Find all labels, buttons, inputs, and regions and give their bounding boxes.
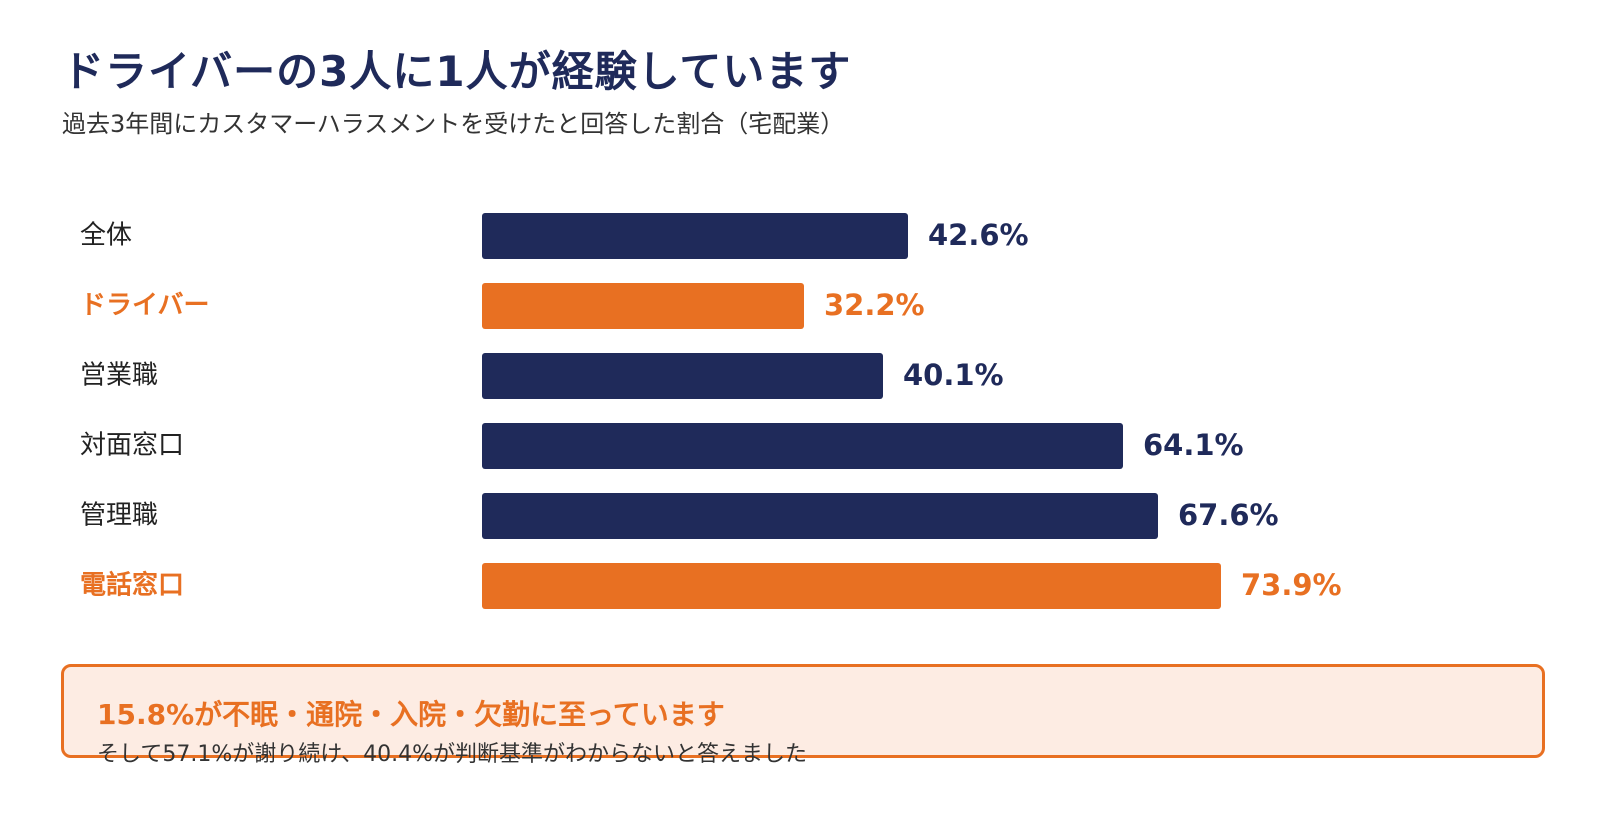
callout-headline: 15.8%が不眠・通院・入院・欠勤に至っています xyxy=(97,698,725,731)
page-subtitle: 過去3年間にカスタマーハラスメントを受けたと回答した割合（宅配業） xyxy=(62,110,845,138)
value-label: 64.1% xyxy=(1143,428,1244,462)
callout-body: そして57.1%が謝り続け、40.4%が判断基準がわからないと答えました xyxy=(97,742,808,767)
value-label: 42.6% xyxy=(928,218,1029,252)
value-label: 40.1% xyxy=(903,358,1004,392)
category-label: 全体 xyxy=(80,221,132,251)
category-label: 営業職 xyxy=(80,361,158,391)
page-title: ドライバーの3人に1人が経験しています xyxy=(62,47,852,96)
bar xyxy=(482,283,804,329)
bar xyxy=(482,423,1123,469)
value-label: 73.9% xyxy=(1241,568,1342,602)
category-label: ドライバー xyxy=(80,291,209,321)
value-label: 32.2% xyxy=(824,288,925,322)
category-label: 対面窓口 xyxy=(80,431,184,461)
category-label: 管理職 xyxy=(80,501,158,531)
callout-box: 15.8%が不眠・通院・入院・欠勤に至っています そして57.1%が謝り続け、4… xyxy=(61,664,1545,767)
bar xyxy=(482,353,883,399)
bar xyxy=(482,213,908,259)
bar xyxy=(482,563,1221,609)
category-label: 電話窓口 xyxy=(80,570,184,601)
value-label: 67.6% xyxy=(1178,498,1279,532)
bar xyxy=(482,493,1158,539)
bar-chart: 全体 42.6% ドライバー 32.2% 営業職 40.1% 対面窓口 64.1% 管理職 67.… xyxy=(80,213,1342,609)
